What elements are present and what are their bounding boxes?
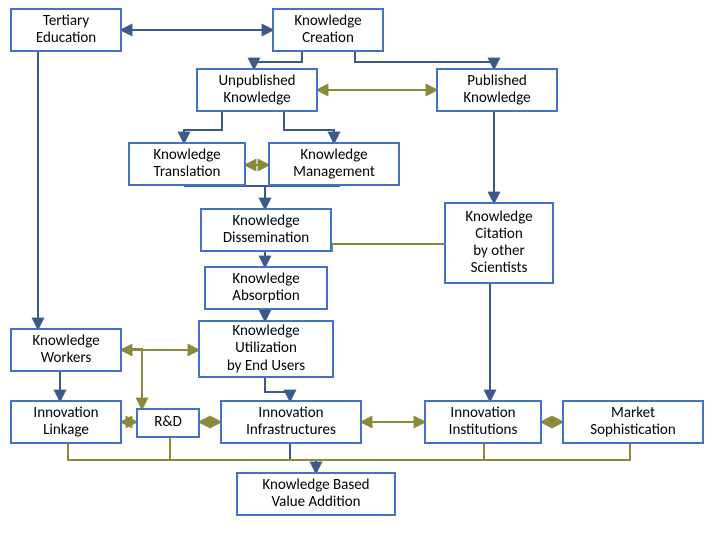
edge — [284, 112, 334, 142]
node-knowledge-utilization: Knowledge Utilization by End Users — [198, 320, 334, 378]
node-label: R&D — [154, 414, 182, 431]
node-knowledge-absorption: Knowledge Absorption — [204, 266, 328, 310]
edge — [184, 112, 222, 142]
node-tertiary-education: Tertiary Education — [10, 8, 122, 52]
flowchart-canvas: Tertiary Education Knowledge Creation Unpu… — [0, 0, 720, 540]
node-published-knowledge: Published Knowledge — [436, 68, 558, 112]
node-label: Knowledge Workers — [32, 333, 99, 368]
node-label: Knowledge Based Value Addition — [262, 477, 369, 512]
edge — [355, 52, 494, 68]
node-knowledge-dissemination: Knowledge Dissemination — [200, 208, 332, 252]
node-label: Innovation Linkage — [33, 405, 98, 440]
edge — [68, 444, 316, 460]
edge — [316, 444, 484, 460]
edge — [332, 244, 448, 252]
node-label: Knowledge Translation — [153, 147, 220, 182]
node-knowledge-translation: Knowledge Translation — [128, 142, 246, 186]
node-innovation-infrastructures: Innovation Infrastructures — [220, 400, 362, 444]
node-knowledge-citation: Knowledge Citation by other Scientists — [444, 202, 554, 284]
node-innovation-linkage: Innovation Linkage — [10, 400, 122, 444]
edge — [265, 186, 340, 208]
node-label: Published Knowledge — [463, 73, 530, 108]
edge — [290, 444, 316, 472]
node-innovation-institutions: Innovation Institutions — [424, 400, 542, 444]
node-label: Knowledge Absorption — [232, 271, 299, 306]
node-market-sophistication: Market Sophistication — [562, 400, 704, 444]
edge — [254, 52, 302, 68]
node-label: Knowledge Citation by other Scientists — [465, 209, 532, 278]
node-r-and-d: R&D — [136, 408, 200, 438]
node-label: Knowledge Creation — [294, 13, 361, 48]
node-label: Knowledge Management — [293, 147, 375, 182]
node-label: Knowledge Dissemination — [223, 213, 309, 248]
node-label: Innovation Institutions — [449, 405, 518, 440]
edges-layer — [0, 0, 720, 540]
node-label: Knowledge Utilization by End Users — [227, 323, 305, 375]
node-label: Unpublished Knowledge — [218, 73, 295, 108]
node-knowledge-workers: Knowledge Workers — [10, 328, 122, 372]
node-unpublished-knowledge: Unpublished Knowledge — [196, 68, 318, 112]
node-label: Innovation Infrastructures — [246, 405, 336, 440]
edge — [265, 378, 290, 400]
node-knowledge-management: Knowledge Management — [268, 142, 400, 186]
node-knowledge-value-addition: Knowledge Based Value Addition — [236, 472, 396, 516]
node-label: Tertiary Education — [36, 13, 96, 48]
edge — [316, 444, 630, 460]
node-label: Market Sophistication — [590, 405, 675, 440]
node-knowledge-creation: Knowledge Creation — [272, 8, 384, 52]
